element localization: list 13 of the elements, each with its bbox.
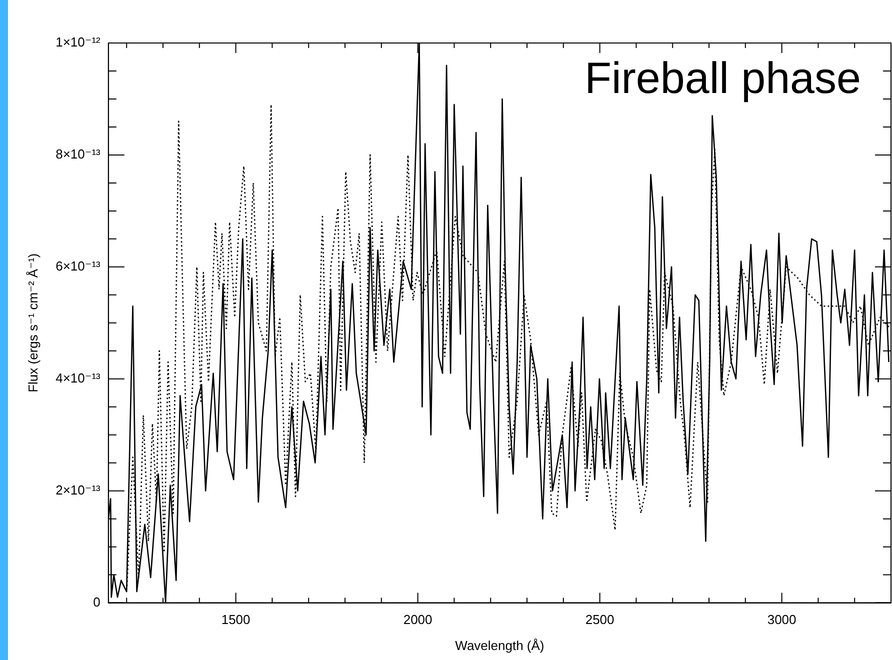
x-axis-title: Wavelength (Å) — [455, 638, 544, 653]
y-tick-label: 1×10⁻¹² — [56, 34, 102, 50]
x-tick-label: 2000 — [403, 612, 432, 628]
y-tick-label: 6×10⁻¹³ — [56, 258, 102, 274]
x-tick-label: 2500 — [585, 612, 614, 628]
annotation: Fireball phase — [584, 54, 861, 103]
y-tick-label: 4×10⁻¹³ — [56, 370, 102, 386]
y-tick-label: 8×10⁻¹³ — [56, 146, 102, 162]
x-tick-label: 1500 — [221, 612, 250, 628]
y-tick-label: 2×10⁻¹³ — [56, 482, 102, 498]
x-tick-label: 3000 — [767, 612, 796, 628]
y-tick-label: 0 — [93, 594, 100, 610]
y-axis-title: Flux (ergs s⁻¹ cm⁻² Å⁻¹) — [25, 253, 40, 392]
